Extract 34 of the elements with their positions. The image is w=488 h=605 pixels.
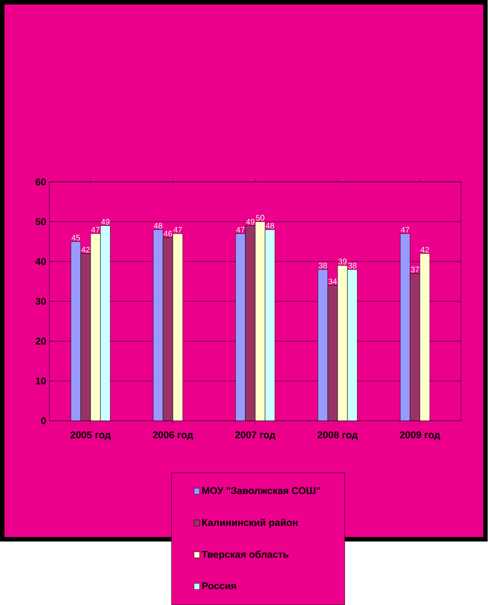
legend-label: Тверская область (202, 550, 289, 560)
data-label: 37 (410, 266, 420, 272)
y-tick-label: 30 (36, 298, 46, 305)
data-label: 46 (164, 230, 172, 237)
data-label: 48 (266, 222, 274, 229)
data-label: 50 (256, 214, 264, 221)
data-label: 42 (420, 246, 430, 252)
x-tick-label: 2005 год (70, 431, 111, 440)
y-tick-label: 0 (41, 417, 46, 424)
data-label: 47 (400, 226, 410, 233)
x-tick-label: 2006 год (153, 431, 194, 440)
data-label: 47 (91, 226, 100, 233)
y-tick-label: 10 (36, 377, 46, 384)
data-label: 48 (154, 222, 162, 229)
data-label: 42 (81, 246, 90, 252)
data-label: 38 (348, 262, 357, 268)
x-tick-label: 2007 год (235, 431, 276, 440)
data-label: 39 (338, 258, 347, 264)
legend-label: Россия (202, 582, 236, 590)
y-tick-label: 20 (36, 338, 46, 345)
data-label: 49 (246, 218, 255, 225)
data-label: 38 (318, 262, 328, 268)
y-tick-label: 50 (36, 218, 46, 226)
x-tick-label: 2009 год (400, 431, 440, 440)
y-tick-label: 40 (36, 258, 46, 265)
y-tick-label: 60 (36, 178, 46, 186)
data-label: 47 (174, 226, 182, 233)
data-label: 49 (101, 218, 110, 225)
data-label: 47 (236, 226, 245, 233)
data-label: 34 (328, 278, 338, 284)
data-label: 45 (72, 234, 80, 240)
x-tick-label: 2008 год (318, 431, 358, 440)
legend-label: Калининский район (202, 518, 298, 528)
legend-label: МОУ "Заволжская СОШ" (202, 487, 320, 494)
